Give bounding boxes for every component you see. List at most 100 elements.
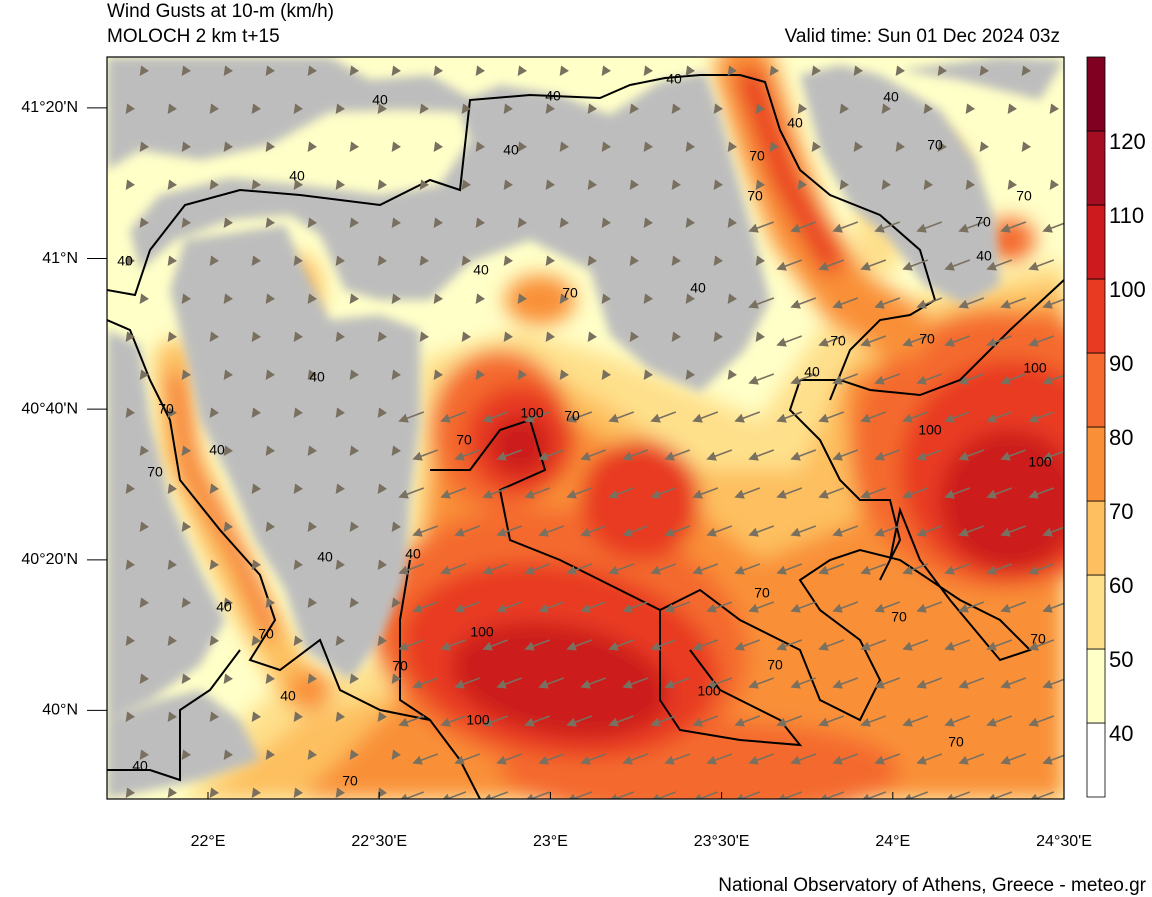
wind-arrow — [181, 749, 192, 761]
colorbar-label: 80 — [1109, 425, 1133, 450]
wind-arrow — [874, 753, 901, 765]
wind-arrow — [1000, 297, 1027, 309]
wind-arrow — [671, 179, 682, 191]
wind-arrow — [587, 179, 598, 191]
wind-arrow — [986, 639, 1013, 651]
contour-label: 70 — [754, 585, 770, 601]
border-line — [107, 74, 937, 401]
wind-arrow — [881, 179, 892, 191]
wind-arrow — [881, 103, 892, 115]
wind-arrow — [545, 331, 556, 343]
wind-arrow — [482, 563, 509, 575]
wind-arrow — [622, 753, 649, 765]
wind-arrow — [461, 255, 472, 267]
wind-arrow — [398, 791, 425, 799]
wind-arrow — [349, 369, 360, 381]
wind-arrow — [496, 601, 523, 613]
wind-arrow — [790, 449, 817, 461]
wind-arrow — [461, 331, 472, 343]
wind-arrow — [167, 255, 178, 267]
wind-arrow — [776, 563, 803, 575]
wind-arrow — [832, 297, 859, 309]
wind-arrow — [769, 141, 780, 153]
wind-arrow — [986, 487, 1013, 499]
gust-area — [940, 430, 1064, 570]
wind-arrow — [181, 65, 192, 77]
wind-arrow — [391, 65, 402, 77]
wind-arrow — [958, 297, 985, 309]
wind-arrow — [391, 445, 402, 457]
wind-arrow — [692, 715, 719, 727]
wind-arrow — [545, 255, 556, 267]
lon-tick-label: 23°E — [533, 833, 568, 850]
wind-arrow — [902, 487, 929, 499]
wind-arrow — [349, 217, 360, 229]
wind-arrow — [685, 65, 696, 77]
wind-arrow — [545, 179, 556, 191]
wind-arrow — [685, 217, 696, 229]
contour-label: 70 — [456, 432, 472, 448]
wind-arrow — [433, 293, 444, 305]
wind-arrow — [538, 753, 565, 765]
wind-arrow — [706, 677, 733, 689]
colorbar-label: 60 — [1109, 573, 1133, 598]
wind-arrow — [965, 103, 976, 115]
contour-label: 70 — [927, 137, 943, 153]
wind-arrow — [454, 525, 481, 537]
wind-arrow — [986, 563, 1013, 575]
wind-arrow — [1000, 753, 1027, 765]
wind-arrow — [167, 179, 178, 191]
wind-arrow — [580, 601, 607, 613]
wind-arrow — [440, 563, 467, 575]
wind-arrow — [209, 711, 220, 723]
colorbar-box — [1086, 722, 1106, 798]
wind-arrow — [223, 369, 234, 381]
wind-arrow — [433, 369, 444, 381]
wind-arrow — [958, 601, 985, 613]
wind-arrow — [475, 65, 486, 77]
wind-arrow — [223, 293, 234, 305]
wind-arrow — [377, 331, 388, 343]
wind-arrow — [412, 525, 439, 537]
wind-arrow — [923, 103, 934, 115]
wind-arrow — [335, 331, 346, 343]
wind-arrow — [734, 715, 761, 727]
wind-arrow — [643, 293, 654, 305]
wind-arrow — [391, 217, 402, 229]
colorbar-label: 110 — [1109, 203, 1144, 228]
wind-arrow — [293, 331, 304, 343]
wind-arrow — [748, 297, 775, 309]
smooth-fields — [155, 57, 1064, 799]
contour-label: 70 — [767, 657, 783, 673]
wind-arrow — [377, 711, 388, 723]
wind-arrow — [839, 103, 850, 115]
wind-arrow — [776, 487, 803, 499]
wind-arrow — [125, 711, 136, 723]
wind-arrow — [566, 639, 593, 651]
wind-arrow — [776, 639, 803, 651]
wind-arrow — [1028, 411, 1055, 423]
wind-arrow — [125, 103, 136, 115]
contour-label: 100 — [520, 405, 544, 421]
wind-arrow — [916, 677, 943, 689]
wind-arrow — [377, 635, 388, 647]
below-threshold — [107, 57, 1064, 799]
wind-arrow — [671, 331, 682, 343]
wind-arrow — [181, 293, 192, 305]
wind-arrow — [1049, 179, 1060, 191]
wind-arrow — [517, 369, 528, 381]
contour-label: 70 — [919, 331, 935, 347]
wind-arrow — [797, 103, 808, 115]
wind-arrow — [580, 449, 607, 461]
wind-arrow — [181, 597, 192, 609]
wind-arrow — [167, 407, 178, 419]
wind-arrow — [335, 711, 346, 723]
wind-arrow — [874, 373, 901, 385]
wind-arrow — [482, 411, 509, 423]
contour-label: 100 — [466, 712, 490, 728]
contour-label: 40 — [280, 688, 296, 704]
border-line — [659, 610, 803, 747]
wind-arrow — [440, 715, 467, 727]
title: Wind Gusts at 10-m (km/h) — [107, 1, 334, 22]
wind-arrow — [349, 521, 360, 533]
